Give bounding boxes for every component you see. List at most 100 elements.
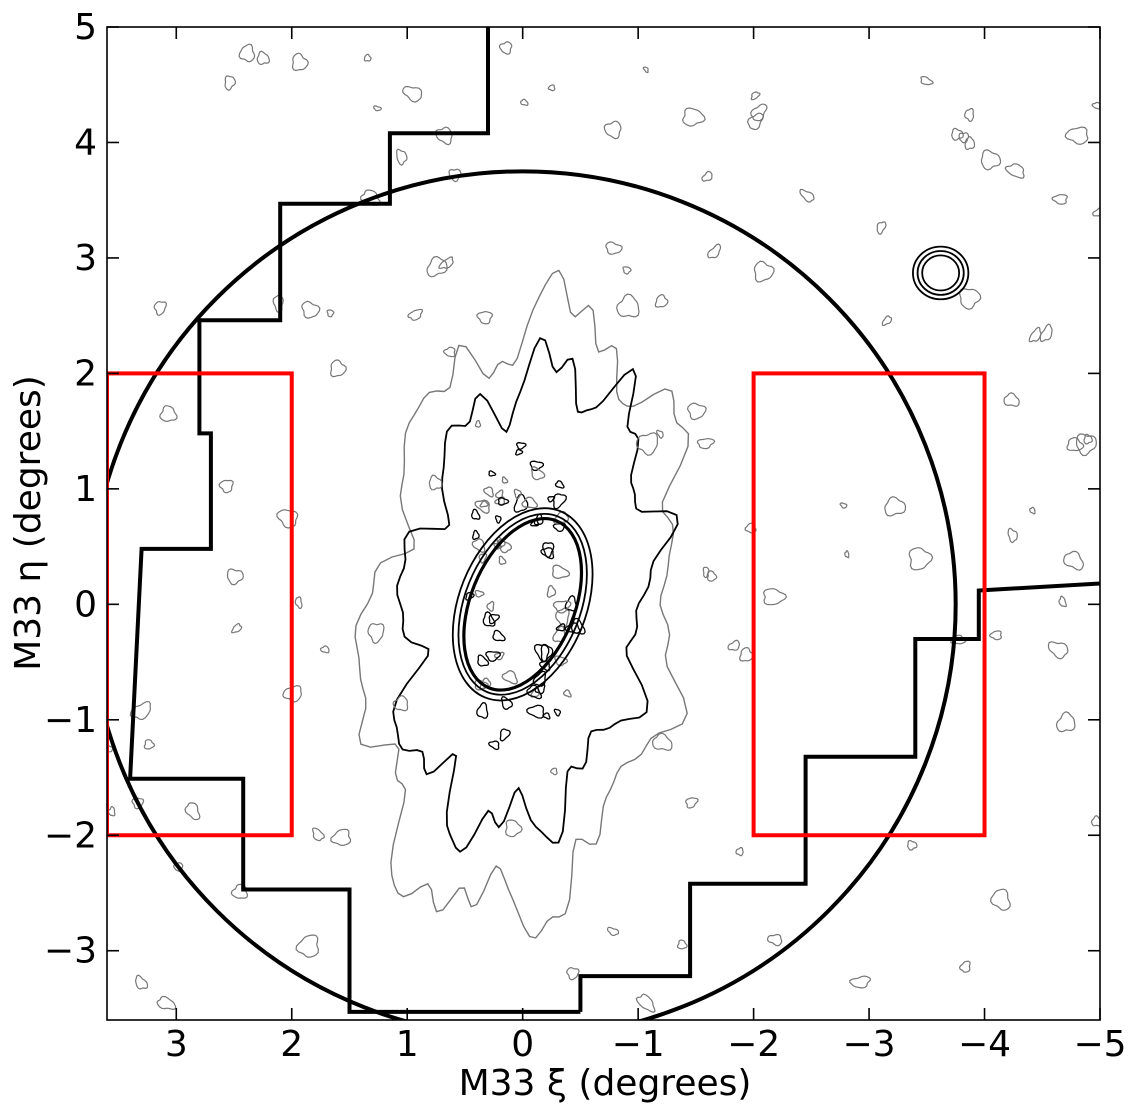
noise-contour <box>218 479 234 494</box>
plot-layer <box>107 27 1100 1020</box>
noise-contour <box>1051 194 1068 205</box>
noise-contour <box>291 52 309 72</box>
noise-contour <box>964 136 976 151</box>
noise-contour <box>276 509 299 529</box>
noise-contour <box>685 797 699 809</box>
noise-contour <box>686 402 707 421</box>
disk-island-contour <box>487 740 500 751</box>
disk-island-contour <box>497 538 512 554</box>
noise-contour <box>428 474 443 491</box>
disk-island-contour <box>552 564 571 580</box>
noise-contour <box>326 309 335 318</box>
disk-island-contour <box>474 499 490 514</box>
disk-island-contour <box>546 584 557 599</box>
disk-island-contour <box>488 613 500 625</box>
noise-contour <box>407 308 424 321</box>
outer-halo-contour <box>354 269 690 939</box>
y-tick-label: 0 <box>74 584 97 625</box>
noise-contour <box>107 805 116 817</box>
disk-island-contour <box>483 486 494 498</box>
noise-contour <box>1029 506 1036 515</box>
disk-island-contour <box>554 480 565 489</box>
noise-contour <box>642 66 649 74</box>
x-tick-label: −5 <box>1073 1024 1126 1065</box>
noise-contour <box>622 266 632 275</box>
disk-island-contour <box>488 470 497 477</box>
noise-contour <box>750 103 768 122</box>
x-tick-label: 1 <box>396 1024 419 1065</box>
disk-island-contour <box>498 497 510 506</box>
survey-footprint-left <box>127 27 581 1014</box>
inner-halo-contour <box>392 337 679 853</box>
noise-contour <box>605 241 623 255</box>
disk-island-contour <box>513 488 522 500</box>
noise-contour <box>442 346 456 358</box>
companion-contour-ring <box>912 245 970 301</box>
noise-contour <box>1083 433 1093 445</box>
noise-contour <box>1062 550 1085 571</box>
companion-contour-ring <box>921 254 961 292</box>
noise-contour <box>884 496 907 517</box>
disk-contour-ellipse <box>457 513 588 696</box>
noise-contour <box>980 149 1002 171</box>
x-tick-label: 0 <box>511 1024 534 1065</box>
disk-island-contour <box>493 651 505 661</box>
disk-island-contour <box>492 629 506 642</box>
search-radius-circle <box>107 169 958 1020</box>
y-tick-label: −2 <box>44 815 97 856</box>
noise-contour <box>839 502 848 509</box>
noise-contour <box>566 966 580 981</box>
noise-contour <box>753 260 775 283</box>
noise-contour <box>635 432 659 456</box>
noise-contour <box>230 883 249 899</box>
x-tick-label: 3 <box>165 1024 188 1065</box>
noise-contour <box>1003 392 1020 408</box>
disk-island-contour <box>553 708 562 717</box>
noise-contour <box>1058 595 1067 608</box>
disk-island-contour <box>555 623 566 632</box>
noise-contour <box>1028 326 1042 343</box>
noise-contour <box>766 933 783 947</box>
noise-contour <box>153 300 168 316</box>
noise-contour <box>319 645 330 654</box>
y-tick-label: 3 <box>74 238 97 279</box>
noise-contour <box>134 974 149 990</box>
noise-contour <box>520 98 529 107</box>
noise-contour <box>396 148 408 166</box>
noise-contour <box>920 75 934 86</box>
disk-island-contour <box>540 643 554 662</box>
disk-island-contour <box>526 684 542 700</box>
noise-contour <box>295 934 320 958</box>
noise-contour <box>476 310 493 325</box>
plot-frame <box>106 26 1101 1021</box>
x-axis-label: M33 ξ (degrees) <box>459 1063 752 1104</box>
disk-island-contour <box>552 493 567 510</box>
noise-contour <box>256 50 271 66</box>
noise-contour <box>367 622 385 645</box>
noise-contour <box>656 429 664 439</box>
noise-contour <box>231 622 243 634</box>
noise-contour <box>426 255 448 278</box>
disk-island-contour <box>500 696 514 710</box>
companion-contour-ring <box>916 250 965 296</box>
noise-contour <box>330 828 352 847</box>
y-tick-label: 1 <box>74 469 97 510</box>
noise-contour <box>499 41 513 55</box>
noise-contour <box>964 107 975 123</box>
disk-island-contour <box>530 466 546 481</box>
noise-contour <box>635 993 656 1013</box>
noise-contour <box>696 437 716 450</box>
red-box-right <box>751 371 987 838</box>
plot-background <box>107 27 1100 1020</box>
noise-contour <box>1066 437 1085 452</box>
disk-island-contour <box>562 689 572 698</box>
noise-contour <box>799 188 815 203</box>
noise-contour <box>372 105 382 112</box>
noise-contour <box>750 91 761 101</box>
noise-contour <box>474 419 482 428</box>
survey-footprint-right <box>578 581 1100 1012</box>
noise-contour <box>402 85 423 103</box>
noise-contour <box>1091 101 1100 110</box>
